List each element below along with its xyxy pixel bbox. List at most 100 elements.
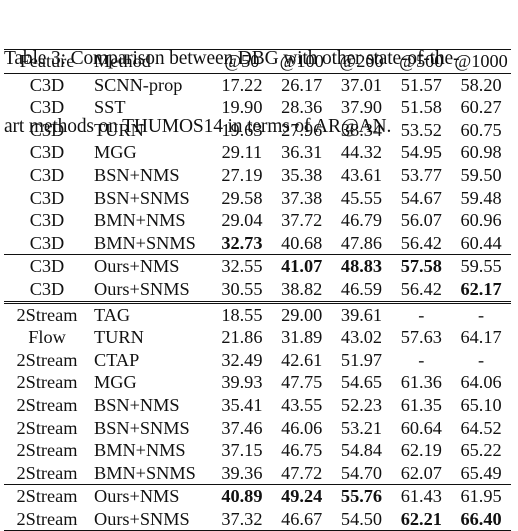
cell-ar-an-100: 28.36 [281, 97, 323, 118]
cell-feature: 2Stream [4, 300, 90, 327]
cell-feature: 2Stream [4, 507, 90, 531]
cell-ar-an-500: 56.42 [400, 278, 442, 299]
cell-ar-an-1000: 59.48 [460, 187, 502, 208]
cell-ar-an-50: 37.46 [221, 417, 263, 438]
cell-method: BSN+NMS [94, 394, 180, 415]
cell-ar-an-200: 43.61 [340, 164, 383, 185]
cell-method: BMN+SNMS [94, 462, 196, 483]
cell-ar-an-200: 38.34 [340, 119, 383, 140]
cell-ar-an-500: 56.42 [400, 232, 442, 253]
cell-ar-an-500: 51.58 [400, 97, 442, 118]
cell-method: TURN [94, 327, 144, 348]
cell-feature: C3D [29, 142, 65, 163]
header-an-50: @50 [212, 49, 272, 74]
cell-method: BMN+SNMS [94, 232, 196, 253]
header-row: Feature Method @50 @100 @200 @500 @1000 [4, 49, 511, 74]
table-row: 2Stream BSN+SNMS 37.46 46.06 53.21 60.64 64.52 [4, 417, 511, 440]
cell-ar-an-500: - [391, 300, 452, 327]
cell-method: SST [94, 97, 126, 118]
cell-ar-an-100: 46.75 [281, 440, 323, 461]
cell-ar-an-200: 52.23 [340, 394, 383, 415]
cell-ar-an-50: 19.63 [221, 119, 263, 140]
cell-ar-an-500: 54.95 [400, 142, 442, 163]
cell-ar-an-500: 53.77 [400, 164, 442, 185]
cell-ar-an-50: 39.36 [221, 462, 263, 483]
cell-ar-an-1000: 60.44 [460, 232, 502, 253]
cell-feature: 2Stream [16, 349, 78, 370]
cell-ar-an-50: 37.32 [212, 507, 272, 531]
cell-ar-an-500: 62.07 [400, 462, 442, 483]
table-row: 2Stream BMN+SNMS 39.36 47.72 54.70 62.07 65.49 [4, 462, 511, 485]
cell-ar-an-500: 54.67 [400, 187, 442, 208]
cell-ar-an-200: 55.76 [331, 484, 392, 508]
cell-ar-an-1000: 64.52 [460, 417, 502, 438]
cell-ar-an-50: 39.93 [221, 372, 263, 393]
cell-ar-an-200: 44.32 [340, 142, 383, 163]
table-row: C3D Ours+SNMS 30.55 38.82 46.59 56.42 62.17 [4, 278, 511, 302]
caption-line-2: art methods on THUMOS14 in terms of AR@A… [4, 115, 392, 137]
header-an-100: @100 [271, 49, 332, 74]
cell-method: Ours+SNMS [90, 507, 212, 531]
cell-feature: 2Stream [16, 394, 78, 415]
cell-method: Ours+NMS [90, 484, 212, 508]
cell-ar-an-1000: 66.40 [451, 507, 511, 531]
cell-ar-an-100: 42.61 [281, 349, 323, 370]
table-row: C3D BSN+SNMS 29.58 37.38 45.55 54.67 59.48 [4, 187, 511, 210]
header-an-500: @500 [391, 49, 452, 74]
cell-feature: 2Stream [16, 440, 78, 461]
cell-ar-an-500: 61.43 [391, 484, 452, 508]
cell-ar-an-50: 32.73 [221, 232, 263, 253]
cell-ar-an-200: 54.65 [340, 372, 383, 393]
results-table: Feature Method @50 @100 @200 @500 @1000 … [4, 49, 511, 531]
cell-ar-an-100: 41.07 [271, 254, 332, 278]
cell-feature: C3D [29, 210, 65, 231]
cell-feature: C3D [29, 119, 65, 140]
table-row: 2Stream CTAP 32.49 42.61 51.97 - - [4, 349, 511, 372]
header-method: Method [90, 49, 212, 74]
cell-method: BSN+NMS [94, 164, 180, 185]
cell-ar-an-1000: 60.98 [460, 142, 502, 163]
cell-method: Ours+SNMS [94, 278, 190, 299]
cell-ar-an-100: 37.72 [281, 210, 323, 231]
cell-ar-an-200: 46.59 [340, 278, 383, 299]
cell-ar-an-50: 29.04 [221, 210, 263, 231]
cell-ar-an-100: 43.55 [281, 394, 323, 415]
cell-ar-an-1000: 64.17 [460, 327, 502, 348]
cell-method: Ours+NMS [90, 254, 212, 278]
cell-ar-an-200: 45.55 [340, 187, 383, 208]
header-an-200: @200 [331, 49, 392, 74]
cell-method: CTAP [94, 349, 140, 370]
cell-ar-an-50: 30.55 [221, 278, 263, 299]
cell-ar-an-1000: 60.27 [460, 97, 502, 118]
cell-method: BSN+SNMS [94, 417, 190, 438]
table-row: 2Stream BMN+NMS 37.15 46.75 54.84 62.19 65.22 [4, 439, 511, 462]
cell-ar-an-200: 53.21 [340, 417, 383, 438]
table-row: C3D TURN 19.63 27.96 38.34 53.52 60.75 [4, 119, 511, 142]
table-body: C3D SCNN-prop 17.22 26.17 37.01 51.57 58.20 C3D… [4, 73, 511, 531]
cell-ar-an-1000: 61.95 [451, 484, 511, 508]
cell-ar-an-100: 31.89 [281, 327, 323, 348]
cell-feature: C3D [29, 187, 65, 208]
cell-ar-an-500: - [418, 349, 425, 370]
cell-ar-an-1000: 59.55 [451, 254, 511, 278]
cell-ar-an-200: 54.70 [340, 462, 383, 483]
cell-feature: C3D [29, 164, 65, 185]
cell-ar-an-200: 37.01 [340, 74, 383, 95]
cell-ar-an-200: 46.79 [340, 210, 383, 231]
table-row: C3D BMN+SNMS 32.73 40.68 47.86 56.42 60.44 [4, 232, 511, 255]
table-row: Flow TURN 21.86 31.89 43.02 57.63 64.17 [4, 326, 511, 349]
cell-ar-an-50: 27.19 [221, 164, 263, 185]
header-an-1000: @1000 [451, 49, 511, 74]
cell-method: TAG [90, 300, 212, 327]
cell-ar-an-100: 26.17 [281, 74, 323, 95]
table-row: C3D MGG 29.11 36.31 44.32 54.95 60.98 [4, 141, 511, 164]
cell-ar-an-100: 46.06 [281, 417, 323, 438]
cell-ar-an-200: 54.84 [340, 440, 383, 461]
cell-ar-an-50: 35.41 [221, 394, 263, 415]
cell-ar-an-50: 19.90 [221, 97, 263, 118]
cell-feature: C3D [29, 278, 65, 299]
cell-ar-an-1000: 58.20 [460, 74, 502, 95]
cell-ar-an-200: 37.90 [340, 97, 383, 118]
cell-ar-an-50: 18.55 [212, 300, 272, 327]
